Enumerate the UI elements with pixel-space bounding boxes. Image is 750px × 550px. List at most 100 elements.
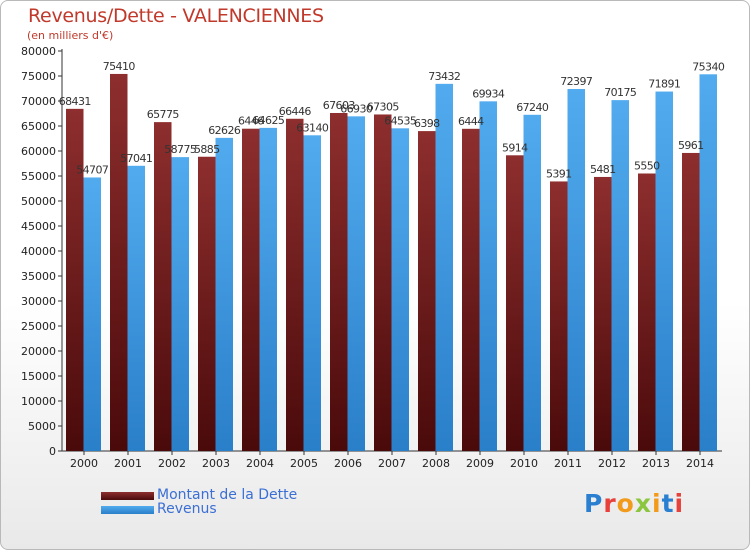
data-label: 6444 bbox=[458, 115, 484, 128]
legend-label-revenus: Revenus bbox=[157, 501, 217, 517]
x-tick-label: 2010 bbox=[510, 457, 538, 470]
bar-revenus bbox=[699, 74, 717, 452]
data-label: 68431 bbox=[59, 95, 91, 108]
data-label: 73432 bbox=[428, 70, 460, 83]
bar-dette bbox=[638, 173, 656, 451]
bar-revenus bbox=[127, 165, 145, 452]
bar-revenus bbox=[347, 116, 365, 451]
y-tick-label: 80000 bbox=[21, 45, 56, 58]
y-tick-label: 50000 bbox=[21, 195, 56, 208]
bar-revenus bbox=[391, 128, 409, 451]
data-label: 5550 bbox=[634, 160, 660, 173]
y-tick-label: 30000 bbox=[21, 295, 56, 308]
bar-dette bbox=[506, 155, 524, 452]
bar-revenus bbox=[567, 89, 585, 451]
bar-dette bbox=[154, 122, 172, 451]
data-label: 64535 bbox=[384, 114, 417, 127]
data-label: 6446 bbox=[238, 115, 264, 128]
y-tick-label: 55000 bbox=[21, 170, 56, 183]
y-tick-label: 65000 bbox=[21, 120, 56, 133]
x-tick-label: 2009 bbox=[466, 457, 494, 470]
y-tick-label: 15000 bbox=[21, 370, 56, 383]
y-tick-label: 35000 bbox=[21, 270, 56, 283]
bar-dette bbox=[374, 114, 392, 451]
y-tick-label: 5000 bbox=[28, 420, 56, 433]
y-tick-label: 25000 bbox=[21, 320, 56, 333]
data-label: 66446 bbox=[279, 105, 312, 118]
data-label: 6398 bbox=[414, 117, 440, 130]
bar-dette bbox=[418, 131, 436, 451]
data-label: 69934 bbox=[472, 87, 505, 100]
bar-revenus bbox=[655, 91, 673, 452]
chart-subtitle: (en milliers d'€) bbox=[27, 29, 114, 42]
y-tick-label: 20000 bbox=[21, 345, 56, 358]
data-label: 58775 bbox=[164, 143, 197, 156]
data-label: 72397 bbox=[560, 75, 593, 88]
proxiti-logo: Proxiti bbox=[584, 489, 685, 518]
bar-dette bbox=[594, 176, 612, 451]
bar-dette bbox=[462, 128, 480, 452]
bar-revenus bbox=[611, 100, 629, 451]
x-tick-label: 2004 bbox=[246, 457, 274, 470]
data-label: 57041 bbox=[120, 152, 152, 165]
x-tick-label: 2012 bbox=[598, 457, 626, 470]
bar-dette bbox=[550, 181, 568, 451]
bar-revenus bbox=[303, 135, 321, 452]
x-tick-label: 2002 bbox=[158, 457, 186, 470]
bar-dette bbox=[198, 156, 216, 451]
bar-revenus bbox=[259, 127, 277, 451]
data-label: 5885 bbox=[194, 143, 220, 156]
data-label: 62626 bbox=[208, 124, 241, 137]
legend-swatch-revenus bbox=[101, 506, 154, 514]
data-label: 70175 bbox=[604, 86, 637, 99]
data-label: 5481 bbox=[590, 163, 616, 176]
y-tick-label: 40000 bbox=[21, 245, 56, 258]
y-tick-label: 0 bbox=[49, 445, 56, 458]
data-label: 54707 bbox=[76, 163, 109, 176]
y-tick-label: 70000 bbox=[21, 95, 56, 108]
x-tick-label: 2005 bbox=[290, 457, 318, 470]
data-label: 5961 bbox=[678, 139, 704, 152]
x-tick-label: 2011 bbox=[554, 457, 582, 470]
legend-swatch-dette bbox=[101, 492, 154, 500]
x-tick-label: 2008 bbox=[422, 457, 450, 470]
data-label: 65775 bbox=[147, 108, 180, 121]
x-tick-label: 2013 bbox=[642, 457, 670, 470]
y-tick-label: 60000 bbox=[21, 145, 56, 158]
data-label: 5914 bbox=[502, 141, 528, 154]
bar-dette bbox=[66, 108, 84, 451]
chart-title: Revenus/Dette - VALENCIENNES bbox=[28, 5, 324, 27]
data-label: 66930 bbox=[340, 102, 373, 115]
bar-revenus bbox=[83, 177, 101, 451]
y-tick-label: 10000 bbox=[21, 395, 56, 408]
legend-label-dette: Montant de la Dette bbox=[157, 487, 298, 503]
data-label: 71891 bbox=[648, 78, 680, 91]
bar-dette bbox=[110, 73, 128, 451]
bar-revenus bbox=[523, 114, 541, 452]
y-tick-label: 45000 bbox=[21, 220, 56, 233]
bar-revenus bbox=[479, 101, 497, 451]
data-label: 63140 bbox=[296, 121, 329, 134]
bar-dette bbox=[286, 118, 304, 452]
bar-revenus bbox=[435, 83, 453, 451]
x-tick-label: 2006 bbox=[334, 457, 362, 470]
x-tick-label: 2000 bbox=[70, 457, 98, 470]
data-label: 67240 bbox=[516, 101, 549, 114]
bar-dette bbox=[242, 128, 260, 451]
data-label: 67603 bbox=[323, 99, 356, 112]
data-label: 75340 bbox=[692, 60, 725, 73]
bar-dette bbox=[330, 112, 348, 452]
x-tick-label: 2001 bbox=[114, 457, 142, 470]
x-tick-label: 2007 bbox=[378, 457, 406, 470]
bar-revenus bbox=[171, 157, 189, 451]
data-label: 64625 bbox=[252, 114, 285, 127]
x-tick-label: 2014 bbox=[686, 457, 714, 470]
data-label: 75410 bbox=[103, 60, 136, 73]
x-tick-label: 2003 bbox=[202, 457, 230, 470]
y-tick-label: 75000 bbox=[21, 70, 56, 83]
data-label: 67305 bbox=[367, 100, 400, 113]
bar-revenus bbox=[215, 137, 233, 451]
data-label: 5391 bbox=[546, 167, 572, 180]
